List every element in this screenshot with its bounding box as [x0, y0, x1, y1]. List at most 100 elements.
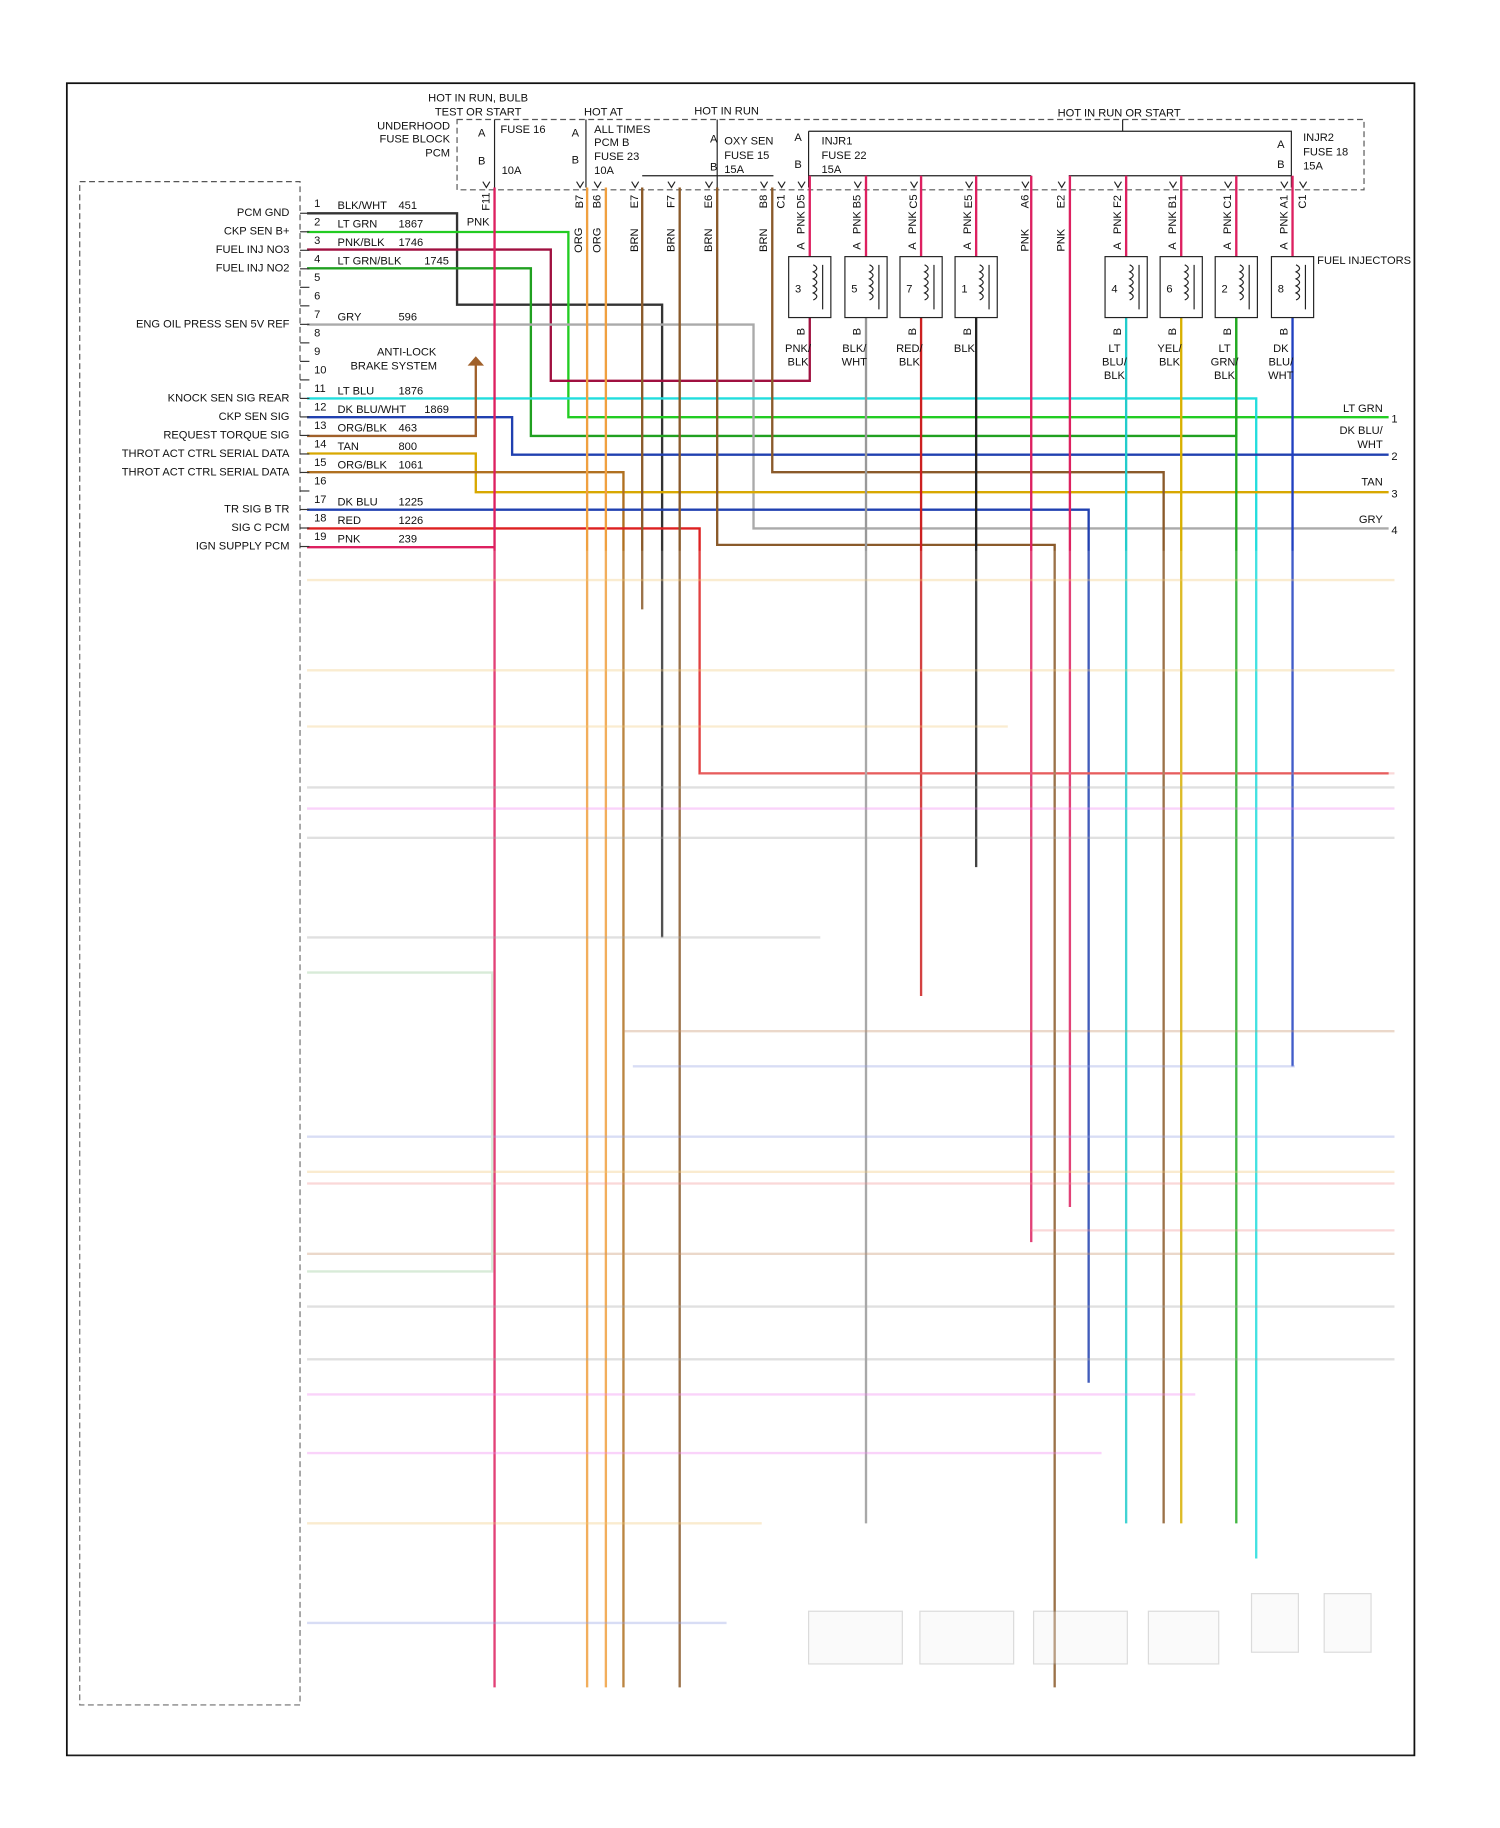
wire — [307, 807, 1395, 1455]
wire — [307, 187, 496, 1688]
pin-number: 1 — [314, 198, 320, 210]
pin-name: KNOCK SEN SIG REAR — [168, 392, 290, 404]
pin-name: FUEL INJ NO2 — [216, 263, 290, 275]
pin-number: 17 — [314, 494, 326, 506]
output-label: GRY — [1359, 514, 1383, 526]
connector-pin: C1 — [1297, 194, 1309, 208]
output-pin: 4 — [1391, 525, 1397, 537]
wire-color: PNK — [852, 211, 864, 234]
wire-color: LT — [1108, 343, 1120, 355]
wire-color: DK — [1273, 343, 1289, 355]
injector-number: 6 — [1166, 283, 1172, 295]
connector-pin: E7 — [629, 195, 641, 209]
fuse-label: B — [478, 156, 485, 168]
pin-number: 14 — [314, 439, 326, 451]
pin-mark — [910, 181, 919, 189]
pin-mark — [667, 181, 676, 189]
fuse-block-box — [456, 118, 1365, 191]
output-label: DK BLU/ — [1339, 425, 1383, 437]
frame — [65, 82, 1416, 1757]
wire-color: BRN — [629, 228, 641, 251]
pin-name: CKP SEN SIG — [219, 411, 290, 423]
output-label: LT GRN — [1343, 403, 1383, 415]
fuse-label: HOT IN RUN, BULB — [428, 92, 528, 104]
wire-color: TAN — [338, 441, 359, 453]
circuit-number: 1867 — [398, 219, 423, 231]
blur-veil — [68, 550, 1414, 1756]
circuit-number: 596 — [398, 311, 417, 323]
wire-color: ORG/BLK — [338, 459, 388, 471]
output-label: WHT — [1357, 439, 1383, 451]
wire-color: LT BLU — [338, 385, 375, 397]
injector — [1270, 256, 1315, 319]
injector-number: 5 — [851, 283, 857, 295]
pin-number: 7 — [314, 309, 320, 321]
fuse-label: HOT AT — [584, 106, 623, 118]
fuse-label: A — [1277, 139, 1285, 151]
pin-number: 3 — [314, 235, 320, 247]
wire-color: BLK — [954, 343, 976, 355]
pin-number: 6 — [314, 290, 320, 302]
terminal: A — [1278, 242, 1290, 250]
fuse-label: A — [478, 128, 486, 140]
terminal: A — [1167, 242, 1179, 250]
injector-coil — [868, 264, 880, 310]
connector-pin: E5 — [963, 195, 975, 209]
pin-name: REQUEST TORQUE SIG — [163, 429, 289, 441]
terminal: B — [962, 328, 974, 335]
pin-mark — [853, 181, 862, 189]
connector-pin: C1 — [1222, 194, 1234, 208]
pin-number: 11 — [314, 383, 326, 395]
terminal: B — [795, 328, 807, 335]
pin-mark — [631, 181, 640, 189]
wire — [307, 578, 1395, 1525]
pin-number: 13 — [314, 420, 326, 432]
wire — [307, 508, 1090, 1383]
fuse-label: INJR2 — [1303, 132, 1334, 144]
injector-coil — [923, 264, 935, 310]
pin-mark — [1299, 181, 1308, 189]
pin-mark — [797, 181, 806, 189]
injector — [899, 256, 943, 319]
wire — [307, 471, 625, 1688]
terminal: A — [907, 242, 919, 250]
injector — [844, 256, 888, 319]
wire-color: BLK — [1214, 370, 1236, 382]
pin-name: IGN SUPPLY PCM — [196, 540, 290, 552]
terminal: B — [1278, 328, 1290, 335]
injector-number: 3 — [795, 283, 801, 295]
injector-coil — [1294, 264, 1307, 310]
connector-pin: E2 — [1056, 195, 1068, 209]
pin-mark — [760, 181, 769, 189]
wire-color: PNK — [1112, 211, 1124, 234]
terminal: B — [852, 328, 864, 335]
connector-pin: D5 — [795, 194, 807, 208]
pin-number: 10 — [314, 364, 326, 376]
fuse-label: B — [710, 162, 717, 174]
wire-color: PNK — [795, 211, 807, 234]
pin-number: 2 — [314, 216, 320, 228]
connector-pin: A6 — [1019, 195, 1031, 209]
wire-color: BLK/WHT — [338, 200, 388, 212]
wire-color: PNK — [962, 211, 974, 234]
fuse-label: UNDERHOOD — [377, 120, 450, 132]
pin-name: FUEL INJ NO3 — [216, 244, 290, 256]
injector-coil — [978, 264, 990, 310]
pin-mark — [777, 181, 786, 189]
injector-number: 2 — [1221, 283, 1227, 295]
wire-color: BLU/ — [1268, 357, 1294, 369]
sensor — [1323, 1593, 1372, 1653]
wire-color: PNK — [338, 533, 361, 545]
circuit-number: 800 — [398, 441, 417, 453]
pin-name: ENG OIL PRESS SEN 5V REF — [136, 318, 290, 330]
lower-diagram — [307, 578, 1395, 1665]
wire-color: GRY — [338, 311, 362, 323]
wire-color: YEL/ — [1157, 343, 1182, 355]
injector-coil — [1183, 264, 1195, 310]
fuse-label: A — [572, 128, 580, 140]
wire-color: LT GRN/BLK — [338, 256, 402, 268]
circuit-number: 1061 — [398, 459, 423, 471]
wire-color: LT — [1218, 343, 1230, 355]
connector — [808, 1610, 903, 1665]
